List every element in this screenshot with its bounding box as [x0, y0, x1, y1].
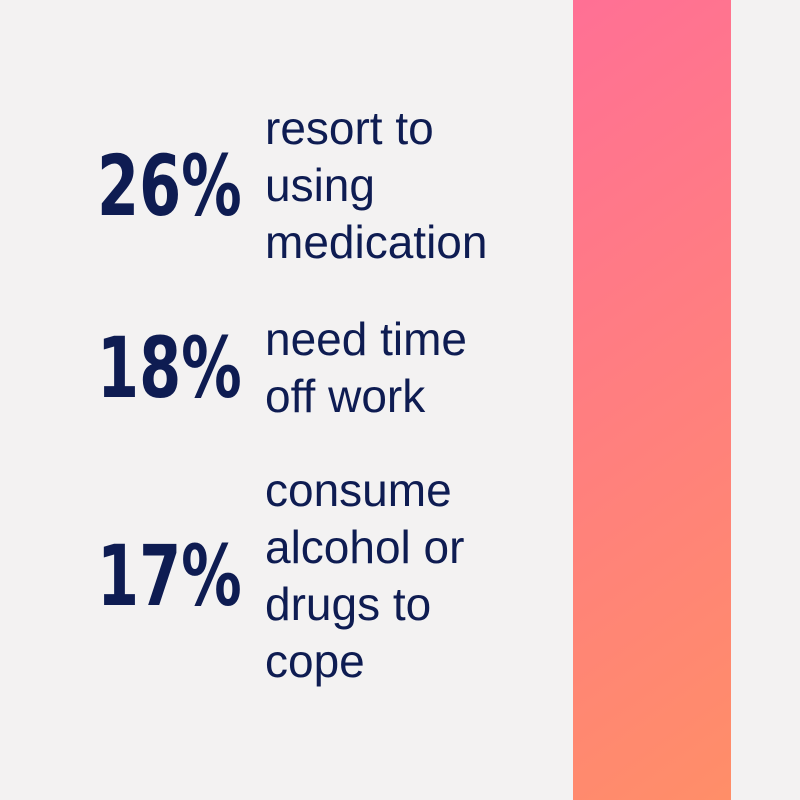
- stat-row-alcohol-drugs: 17% consume alcohol or drugs to cope: [97, 462, 464, 690]
- gradient-accent-bar: [573, 0, 731, 800]
- stat-label: consume alcohol or drugs to cope: [265, 464, 465, 687]
- stat-row-medication: 26% resort to using medication: [97, 100, 487, 271]
- stat-row-time-off: 18% need time off work: [97, 311, 467, 425]
- stat-value-box: 18%: [97, 326, 243, 410]
- stat-label: resort to using medication: [265, 102, 488, 268]
- stat-label: need time off work: [265, 313, 468, 422]
- stat-value-box: 26%: [97, 144, 243, 228]
- stat-percentage: 18%: [97, 319, 242, 417]
- stat-percentage: 17%: [97, 527, 242, 625]
- stat-value-box: 17%: [97, 534, 243, 618]
- stat-percentage: 26%: [97, 136, 242, 235]
